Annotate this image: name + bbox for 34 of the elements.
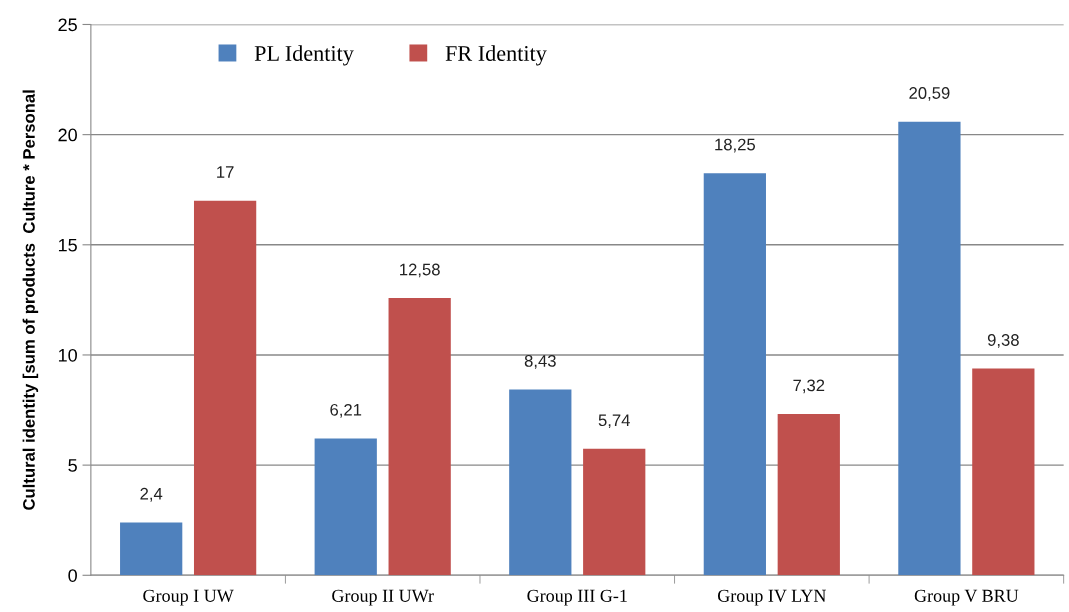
y-axis-title: Cultural identity [sum of products Culture * Personal (22, 90, 39, 510)
y-tick-label: 0 (68, 569, 77, 582)
legend-label: PL Identity (254, 45, 354, 66)
y-tick-label: 20 (58, 128, 77, 142)
legend-label: FR Identity (445, 45, 547, 66)
bar (193, 200, 257, 576)
bar (898, 121, 961, 576)
bar (777, 414, 840, 576)
data-label: 18,25 (715, 138, 756, 153)
data-label: 8,43 (524, 355, 556, 369)
bar (314, 438, 377, 576)
data-label: 9,38 (987, 334, 1019, 348)
x-tick-label: Group II UWr (332, 589, 434, 606)
y-tick-label: 15 (58, 238, 77, 252)
x-tick-label: Group I UW (143, 589, 234, 606)
x-tick-label: Group III G-1 (527, 589, 627, 606)
data-label: 17 (217, 166, 234, 178)
data-label: 12,58 (400, 263, 440, 278)
y-tick-label: 10 (58, 348, 77, 362)
bar (509, 389, 572, 576)
data-label: 20,59 (909, 87, 950, 101)
data-label: 5,74 (598, 414, 630, 429)
data-label: 6,21 (330, 403, 362, 418)
bar (972, 368, 1035, 576)
bar (388, 298, 451, 576)
data-label: 2,4 (140, 487, 163, 502)
bar (583, 448, 646, 576)
x-tick-label: Group V BRU (914, 589, 1019, 606)
y-tick-label: 25 (58, 18, 77, 32)
x-tick-label: Group IV LYN (717, 589, 826, 606)
bar (703, 173, 766, 576)
data-label: 7,32 (793, 379, 825, 394)
bar (120, 522, 183, 576)
y-tick-label: 5 (68, 459, 77, 472)
